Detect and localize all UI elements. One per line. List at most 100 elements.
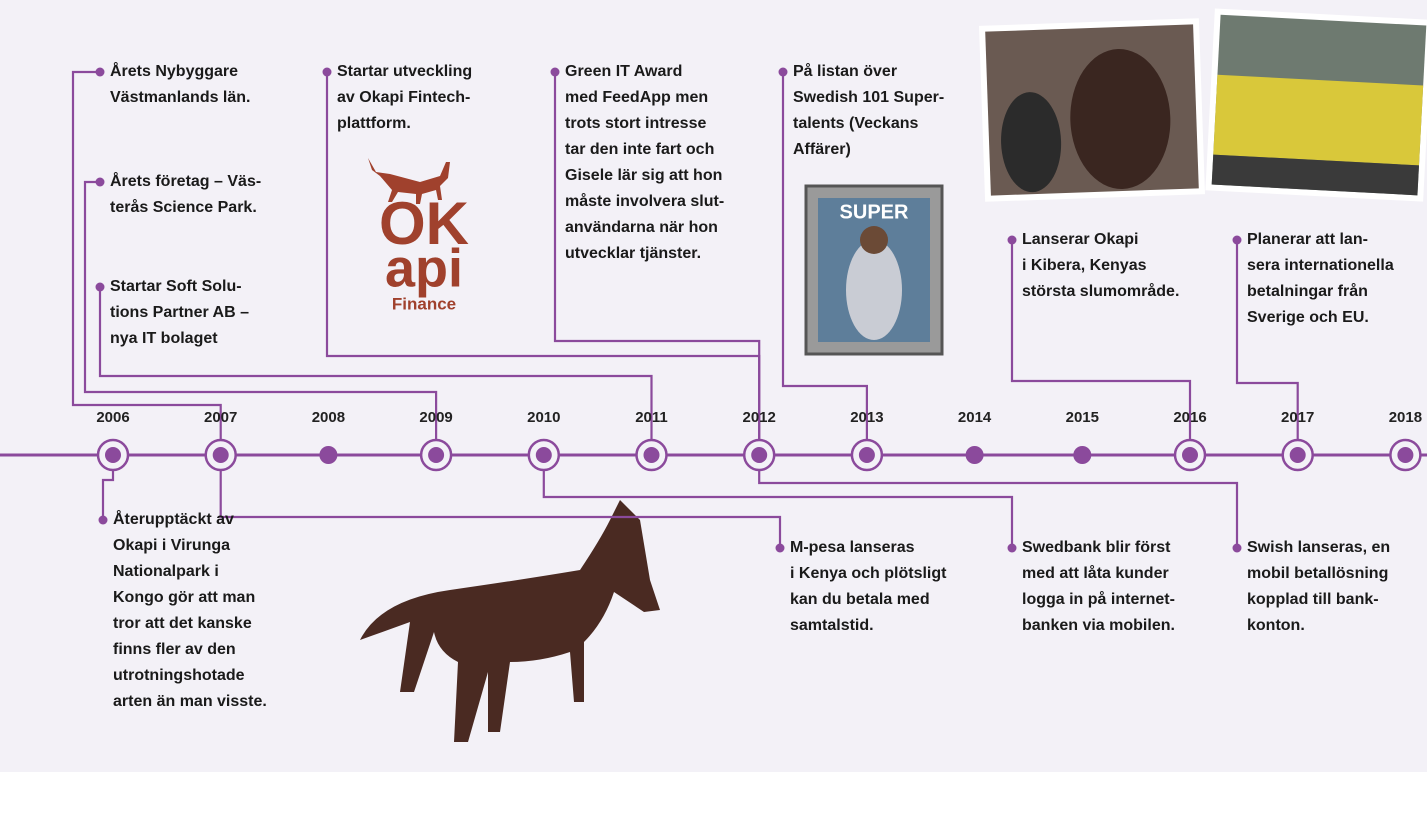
event-text: tror att det kanske — [113, 615, 252, 632]
connector — [98, 287, 653, 440]
photo-people — [1001, 92, 1062, 193]
event-text: Västmanlands län. — [110, 89, 251, 106]
connector — [553, 72, 761, 440]
year-dot — [751, 447, 768, 463]
year-label: 2013 — [850, 409, 883, 426]
year-label: 2014 — [958, 409, 992, 426]
event-text: kan du betala med — [790, 591, 930, 608]
event-text: kopplad till bank- — [1247, 591, 1379, 608]
event-text: plattform. — [337, 115, 411, 132]
event-text: Swedish 101 Super- — [793, 89, 944, 106]
cover-person — [860, 226, 888, 254]
event-text: terås Science Park. — [110, 198, 257, 216]
event-text: På listan över — [793, 62, 897, 80]
event-text: konton. — [1247, 617, 1305, 634]
connector — [758, 470, 1239, 548]
event-text: Swedbank blir först — [1022, 539, 1171, 556]
year-label: 2015 — [1066, 409, 1099, 426]
event-text: mobil betallösning — [1247, 565, 1388, 582]
event-text: tions Partner AB – — [110, 304, 249, 321]
magazine-frame: SUPER — [804, 184, 944, 356]
connector — [219, 470, 782, 548]
event-text: talents (Veckans — [793, 115, 919, 132]
event-text: betalningar från — [1247, 282, 1368, 300]
year-dot — [428, 447, 445, 463]
event-text: trots stort intresse — [565, 115, 706, 132]
logo-text: OK — [379, 190, 469, 257]
event-dot — [95, 282, 105, 292]
logo-animal — [368, 158, 450, 204]
year-label: 2009 — [419, 409, 452, 426]
year-dot — [965, 446, 984, 464]
event-dot — [550, 67, 560, 77]
year-dot — [1182, 447, 1198, 463]
connector — [101, 470, 115, 520]
event-text: Gisele lär sig att hon — [565, 167, 722, 184]
event-text: Sverige och EU. — [1247, 309, 1369, 326]
okapi-image — [360, 500, 660, 742]
year-dot — [1289, 447, 1306, 463]
event-dot — [322, 67, 332, 77]
year-label: 2011 — [635, 409, 668, 426]
connector — [1235, 240, 1299, 440]
year-dot — [105, 447, 121, 463]
logo-text: Finance — [392, 294, 456, 313]
year-label: 2018 — [1389, 409, 1422, 426]
event-text: nya IT bolaget — [110, 330, 218, 347]
event-text: arten än man visste. — [113, 693, 267, 710]
event-dot — [98, 515, 108, 525]
year-label: 2007 — [204, 409, 237, 426]
event-text: Startar utveckling — [337, 63, 472, 80]
photos — [978, 8, 1427, 202]
year-dot — [535, 447, 552, 463]
event-text: i Kenya och plötsligt — [790, 565, 947, 582]
event-text: sera internationella — [1247, 257, 1394, 274]
connector — [71, 70, 222, 440]
event-dot — [1007, 543, 1017, 553]
event-text: Nationalpark i — [113, 563, 219, 580]
event-text: Affärer) — [793, 141, 851, 158]
connector — [781, 72, 868, 440]
event-text: logga in på internet- — [1022, 590, 1175, 608]
event-text: Årets Nybyggare — [110, 61, 238, 80]
photo-crowd — [1213, 74, 1424, 166]
year-dot — [1073, 446, 1092, 464]
year-label: 2006 — [96, 409, 129, 426]
event-text: Swish lanseras, en — [1247, 539, 1390, 556]
event-text: utrotningshotade — [113, 667, 245, 684]
connector — [83, 180, 438, 440]
event-text: Återupptäckt av — [113, 509, 234, 528]
event-text: finns fler av den — [113, 641, 236, 658]
event-text: M-pesa lanseras — [790, 539, 915, 556]
event-dot — [778, 67, 788, 77]
event-text: Årets företag – Väs- — [110, 171, 261, 190]
event-dot — [95, 177, 105, 187]
year-dot — [1397, 447, 1414, 463]
photo-people — [1070, 49, 1171, 189]
event-text: Startar Soft Solu- — [110, 278, 242, 295]
event-text: banken via mobilen. — [1022, 617, 1175, 634]
logo-text: api — [385, 238, 463, 298]
year-label: 2008 — [312, 409, 345, 426]
event-text: Okapi i Virunga — [113, 537, 230, 554]
event-text: Green IT Award — [565, 63, 682, 80]
year-label: 2016 — [1173, 409, 1206, 426]
magazine-title: SUPER — [840, 201, 909, 223]
year-label: 2010 — [527, 409, 560, 426]
event-text: av Okapi Fintech- — [337, 89, 470, 106]
year-dot — [212, 447, 229, 463]
event-text: Lanserar Okapi — [1022, 231, 1139, 248]
event-text: största slumområde. — [1022, 282, 1179, 300]
year-dot — [858, 447, 875, 463]
year-label: 2017 — [1281, 409, 1314, 426]
event-dot — [1232, 235, 1242, 245]
okapi-body — [360, 500, 660, 742]
event-text: i Kibera, Kenyas — [1022, 257, 1147, 274]
event-dot — [1232, 543, 1242, 553]
cover-person — [846, 240, 902, 340]
event-text: med att låta kunder — [1022, 564, 1169, 582]
event-text: med FeedApp men — [565, 89, 708, 106]
event-text: Kongo gör att man — [113, 589, 255, 606]
